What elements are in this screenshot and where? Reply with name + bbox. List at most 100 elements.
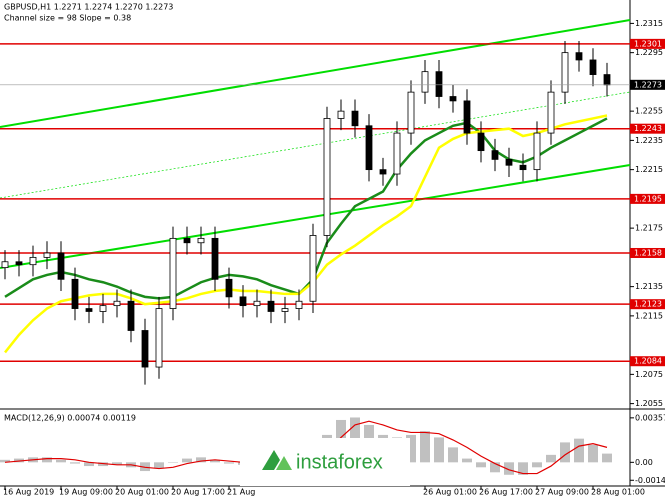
candle-body	[267, 300, 275, 312]
macd-bar	[182, 458, 192, 463]
macd-bar	[532, 462, 542, 468]
macd-bar	[168, 462, 178, 463]
candle-body	[1, 261, 9, 269]
candle-body	[323, 118, 331, 236]
y-tick-label: 1.2315	[635, 19, 663, 28]
y-tick-label: 1.2055	[635, 399, 663, 408]
level-label: 1.2195	[634, 194, 662, 203]
candle-body	[351, 110, 359, 127]
y-tick-label: 0.00	[635, 458, 653, 467]
macd-bar	[448, 447, 458, 463]
level-label-box	[630, 123, 665, 134]
y-tick-label: 1.2175	[635, 224, 663, 233]
candle-body	[113, 300, 121, 307]
x-tick-label: 27 Aug 09:00	[535, 488, 589, 497]
candle-body	[295, 300, 303, 309]
macd-bar	[154, 462, 164, 469]
macd-bar	[14, 458, 24, 463]
candle-body	[449, 96, 457, 102]
macd-bar	[588, 444, 598, 463]
y-tick-label: 0.00357	[635, 413, 665, 422]
candle-body	[253, 300, 261, 307]
y-tick-label: 1.2255	[635, 107, 663, 116]
candle-body	[505, 158, 513, 166]
candle-body	[547, 91, 555, 134]
macd-bar	[560, 442, 570, 463]
macd-bar	[476, 462, 486, 468]
grid: 1.2315 1.2295 1.2255 1.2235 1.2215 1.2175 1.21…	[3, 19, 665, 497]
macd-bar	[42, 457, 52, 463]
macd-bar	[602, 453, 612, 463]
y-tick-label: 1.2115	[635, 311, 663, 320]
macd-bar	[406, 434, 416, 463]
y-tick-label: -0.00144	[635, 476, 665, 485]
candle-body	[477, 132, 485, 152]
candle-body	[197, 237, 205, 244]
candle-body	[309, 235, 317, 302]
candle-body	[225, 278, 233, 298]
logo: instaforex	[240, 438, 410, 486]
candle-body	[463, 100, 471, 134]
macd-bar	[504, 462, 514, 475]
macd-bar	[420, 431, 430, 463]
macd-bar	[518, 462, 528, 475]
candle-body	[421, 71, 429, 93]
candle-body	[393, 132, 401, 175]
level-label-box	[630, 247, 665, 258]
level-label-box	[630, 193, 665, 204]
channel-upper	[0, 19, 631, 128]
x-tick-label: 20 Aug 17:00	[171, 488, 225, 497]
logo-text: instaforex	[296, 451, 383, 473]
level-label-box	[630, 38, 665, 49]
macd-bar	[546, 454, 556, 463]
candle-body	[365, 125, 373, 171]
level-label: 1.2158	[634, 248, 662, 257]
candle-body	[155, 308, 163, 368]
level-label: 1.2301	[634, 39, 662, 48]
macd-bar	[462, 458, 472, 463]
candle-body	[575, 52, 583, 61]
macd-bar	[98, 462, 108, 467]
candle-body	[85, 308, 93, 312]
y-tick-label: 1.2295	[635, 48, 663, 57]
candle-body	[57, 252, 65, 280]
candle-body	[43, 252, 51, 258]
macd-bar	[84, 462, 94, 467]
candle-body	[211, 237, 219, 280]
level-label-box	[630, 299, 665, 310]
macd-bar	[0, 459, 10, 463]
y-tick-label: 1.2075	[635, 370, 663, 379]
channel-middle	[0, 91, 631, 199]
macd-bar	[56, 459, 66, 463]
current-price-label: 1.2273	[634, 80, 662, 89]
candle-body	[407, 91, 415, 134]
candle-body	[141, 330, 149, 368]
candle-body	[169, 237, 177, 309]
logo-icon	[262, 450, 280, 470]
x-tick-label: 20 Aug 01:00	[115, 488, 169, 497]
x-tick-label: 19 Aug 09:00	[59, 488, 113, 497]
macd-bar	[70, 462, 80, 464]
candle-body	[379, 169, 387, 175]
macd-bar	[140, 462, 150, 472]
x-tick-label: 26 Aug 01:00	[423, 488, 477, 497]
y-tick-label: 1.2135	[635, 282, 663, 291]
macd-bar	[196, 457, 206, 463]
candle-body	[589, 59, 597, 75]
x-tick-label: 21 Aug	[227, 488, 255, 497]
macd-label: MACD(12,26,9) 0.00074 0.00119	[4, 414, 136, 423]
macd-bar	[112, 462, 122, 465]
candle-body	[533, 132, 541, 171]
chart-subtitle: Channel size = 98 Slope = 0.38	[4, 14, 131, 23]
candle-body	[15, 261, 23, 266]
macd-bar	[224, 462, 234, 464]
x-tick-label: 26 Aug 17:00	[479, 488, 533, 497]
candle-body	[491, 150, 499, 160]
level-label: 1.2123	[634, 300, 662, 309]
x-tick-label: 16 Aug 2019	[3, 488, 54, 497]
candle-body	[183, 237, 191, 244]
macd-bar	[434, 437, 444, 463]
channel-lower	[0, 164, 631, 269]
candle-body	[71, 278, 79, 309]
